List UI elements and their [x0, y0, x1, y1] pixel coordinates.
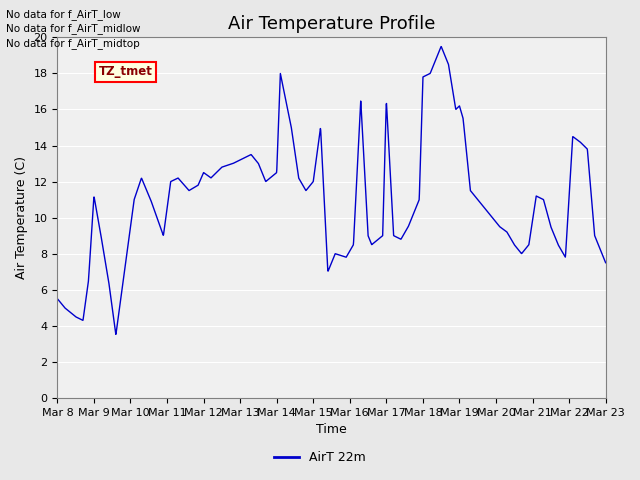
- Text: TZ_tmet: TZ_tmet: [99, 65, 152, 78]
- X-axis label: Time: Time: [316, 423, 347, 436]
- Text: No data for f_AirT_low: No data for f_AirT_low: [6, 9, 121, 20]
- Title: Air Temperature Profile: Air Temperature Profile: [228, 15, 435, 33]
- Y-axis label: Air Temperature (C): Air Temperature (C): [15, 156, 28, 279]
- Text: No data for f_AirT_midtop: No data for f_AirT_midtop: [6, 37, 140, 48]
- Text: No data for f_AirT_midlow: No data for f_AirT_midlow: [6, 23, 141, 34]
- Legend: AirT 22m: AirT 22m: [269, 446, 371, 469]
